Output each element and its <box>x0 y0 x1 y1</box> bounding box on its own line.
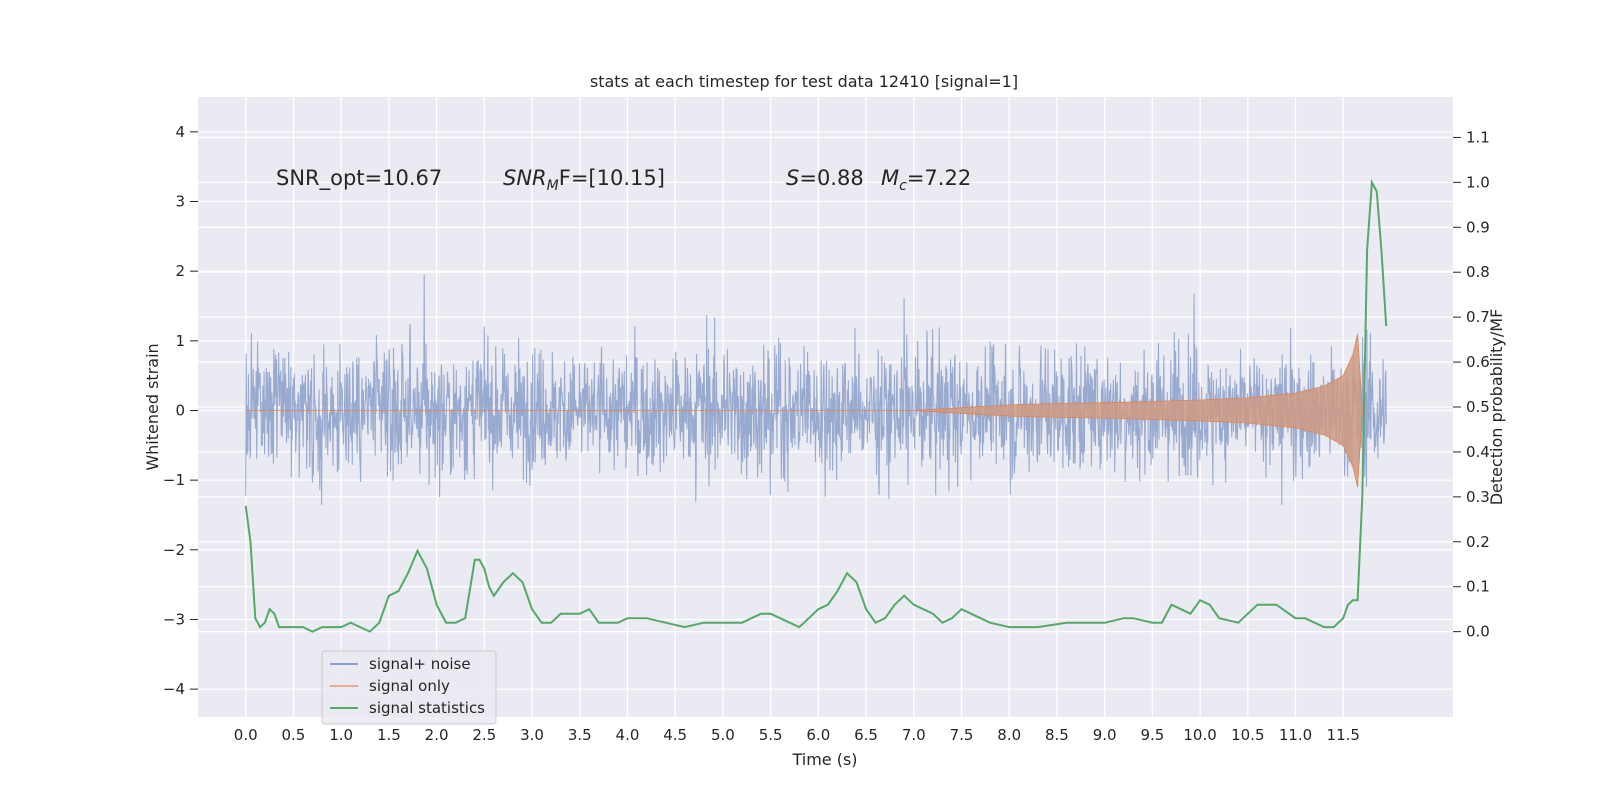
x-tick-label: 3.5 <box>568 726 592 744</box>
y2-axis-ticks: 0.0 0.1 0.2 0.3 0.4 0.5 0.6 0.7 0.8 0.9 1.0 1.1 <box>1453 128 1490 641</box>
y-tick-label: −2 <box>163 541 185 559</box>
x-tick-label: 2.0 <box>425 726 449 744</box>
x-tick-label: 9.5 <box>1140 726 1164 744</box>
y-tick-label: 2 <box>175 262 185 280</box>
annotation-s: S=0.88 <box>786 166 864 190</box>
snr-mf-base: SNR <box>503 166 547 190</box>
legend-box <box>321 650 497 725</box>
y2-tick-label: 1.1 <box>1466 128 1490 146</box>
y2-tick-label: 1.0 <box>1466 173 1490 191</box>
x-tick-label: 0.5 <box>282 726 306 744</box>
y2-tick-label: 0.8 <box>1466 263 1490 281</box>
x-tick-label: 4.5 <box>663 726 687 744</box>
legend-label-signal-noise: signal+ noise <box>369 655 471 673</box>
series-signal-only <box>245 333 1363 488</box>
x-tick-label: 4.0 <box>616 726 640 744</box>
x-tick-label: 6.0 <box>806 726 830 744</box>
legend-label-signal-statistics: signal statistics <box>369 699 485 717</box>
y-tick-label: 4 <box>175 123 185 141</box>
x-tick-label: 2.5 <box>472 726 496 744</box>
annotation-snr-mf: SNRMF=[10.15] <box>503 166 665 194</box>
series-signal-statistics <box>244 178 1388 633</box>
x-axis-ticks: 0.0 0.5 1.0 1.5 2.0 2.5 3.0 3.5 4.0 4.5 5.0 5.5 6.0 6… <box>234 726 1360 744</box>
y-tick-label: −4 <box>163 680 185 698</box>
x-tick-label: 10.0 <box>1183 726 1216 744</box>
x-tick-label: 1.5 <box>377 726 401 744</box>
x-tick-label: 6.5 <box>854 726 878 744</box>
x-tick-label: 8.0 <box>997 726 1021 744</box>
x-tick-label: 5.5 <box>759 726 783 744</box>
signal-statistics-line <box>244 178 1388 633</box>
y2-tick-label: 0.2 <box>1466 533 1490 551</box>
y-tick-label: 1 <box>175 332 185 350</box>
snr-mf-sub: M <box>547 178 559 194</box>
x-axis-label: Time (s) <box>791 750 857 769</box>
x-tick-label: 11.5 <box>1327 726 1360 744</box>
x-tick-label: 5.0 <box>711 726 735 744</box>
x-tick-label: 9.0 <box>1093 726 1117 744</box>
x-tick-label: 7.5 <box>950 726 974 744</box>
snr-mf-rest: F=[10.15] <box>559 166 665 190</box>
legend: signal+ noise signal only signal statist… <box>321 650 497 725</box>
annotation-mc: Mc=7.22 <box>881 166 971 194</box>
x-tick-label: 11.0 <box>1279 726 1312 744</box>
y-axis-ticks: −4 −3 −2 −1 0 1 2 3 4 <box>163 123 198 698</box>
y2-tick-label: 0.3 <box>1466 488 1490 506</box>
x-tick-label: 7.0 <box>902 726 926 744</box>
chart-title: stats at each timestep for test data 124… <box>590 72 1018 91</box>
y-tick-label: −3 <box>163 610 185 628</box>
y2-tick-label: 0.0 <box>1466 623 1490 641</box>
x-tick-label: 8.5 <box>1045 726 1069 744</box>
y-tick-label: 3 <box>175 192 185 210</box>
x-tick-label: 1.0 <box>329 726 353 744</box>
s-value: =0.88 <box>799 166 863 190</box>
y2-tick-label: 0.5 <box>1466 398 1490 416</box>
y-tick-label: −1 <box>163 471 185 489</box>
mc-sub: c <box>899 178 907 194</box>
y-tick-label: 0 <box>175 401 185 419</box>
y2-tick-label: 0.7 <box>1466 308 1490 326</box>
y2-tick-label: 0.6 <box>1466 353 1490 371</box>
annotation-snr-opt: SNR_opt=10.67 <box>276 166 442 191</box>
legend-label-signal-only: signal only <box>369 677 450 695</box>
s-symbol: S <box>786 166 799 190</box>
signal-only-band <box>245 333 1363 488</box>
x-tick-label: 10.5 <box>1231 726 1264 744</box>
y2-tick-label: 0.9 <box>1466 218 1490 236</box>
y2-gridlines <box>198 136 1453 633</box>
x-tick-label: 0.0 <box>234 726 258 744</box>
mc-base: M <box>881 166 899 190</box>
y2-tick-label: 0.1 <box>1466 578 1490 596</box>
y-axis-label: Whitened strain <box>143 343 162 470</box>
y2-tick-label: 0.4 <box>1466 443 1490 461</box>
mc-value: =7.22 <box>907 166 971 190</box>
x-tick-label: 3.0 <box>520 726 544 744</box>
y2-axis-label: Detection probability/MF <box>1487 309 1506 506</box>
